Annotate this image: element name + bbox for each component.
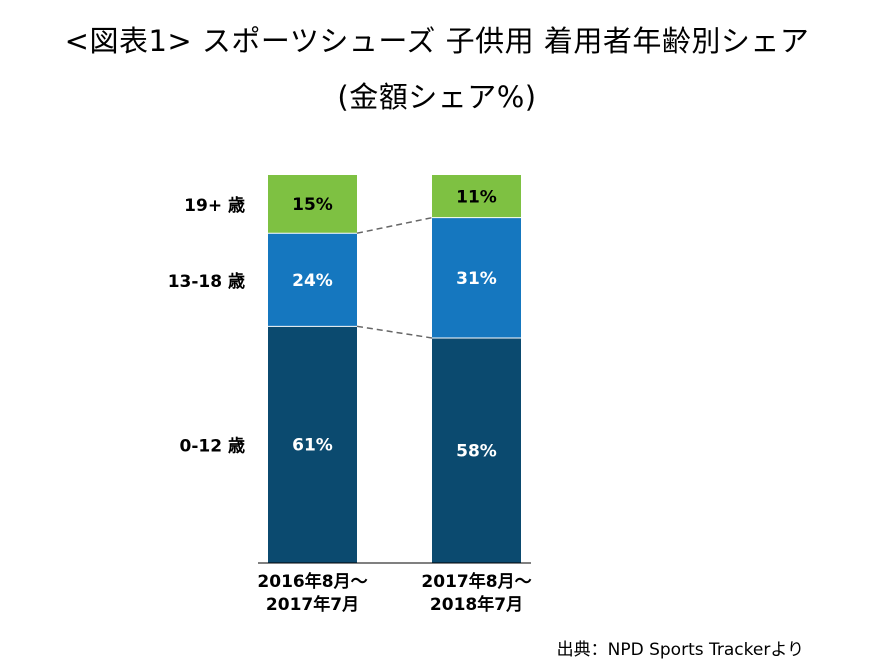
bar-segment-2-1 bbox=[432, 337, 521, 563]
data-label-2-1: 58% bbox=[456, 441, 497, 461]
data-label-2-3: 11% bbox=[456, 187, 497, 207]
category-label-2-line1: 2017年8月～ bbox=[421, 571, 531, 592]
chart-title-line1: <図表1> スポーツシューズ 子供用 着用者年齢別シェア bbox=[64, 24, 810, 58]
data-label-2-2: 31% bbox=[456, 269, 497, 289]
series-label-1: 0-12 歳 bbox=[180, 436, 245, 457]
source-note: 出典：NPD Sports Trackerより bbox=[556, 640, 804, 660]
category-label-1-line2: 2017年7月 bbox=[266, 594, 359, 615]
bar-segment-2-2 bbox=[432, 217, 521, 338]
series-label-2: 13-18 歳 bbox=[168, 271, 245, 292]
bar-segment-1-2 bbox=[268, 233, 357, 327]
chart-title-line2: (金額シェア%) bbox=[337, 80, 537, 114]
bar-segment-2-3 bbox=[432, 175, 521, 218]
bar-segment-1-3 bbox=[268, 175, 357, 234]
data-label-1-2: 24% bbox=[292, 271, 333, 291]
data-label-1-1: 61% bbox=[292, 436, 333, 456]
series-connector-1 bbox=[356, 325, 433, 339]
series-connector-2 bbox=[356, 216, 433, 234]
bar-segment-1-1 bbox=[268, 326, 357, 563]
category-label-1-line1: 2016年8月～ bbox=[257, 571, 367, 592]
category-label-2-line2: 2018年7月 bbox=[430, 594, 523, 615]
series-label-3: 19+ 歳 bbox=[184, 195, 245, 216]
data-label-1-3: 15% bbox=[292, 195, 333, 215]
